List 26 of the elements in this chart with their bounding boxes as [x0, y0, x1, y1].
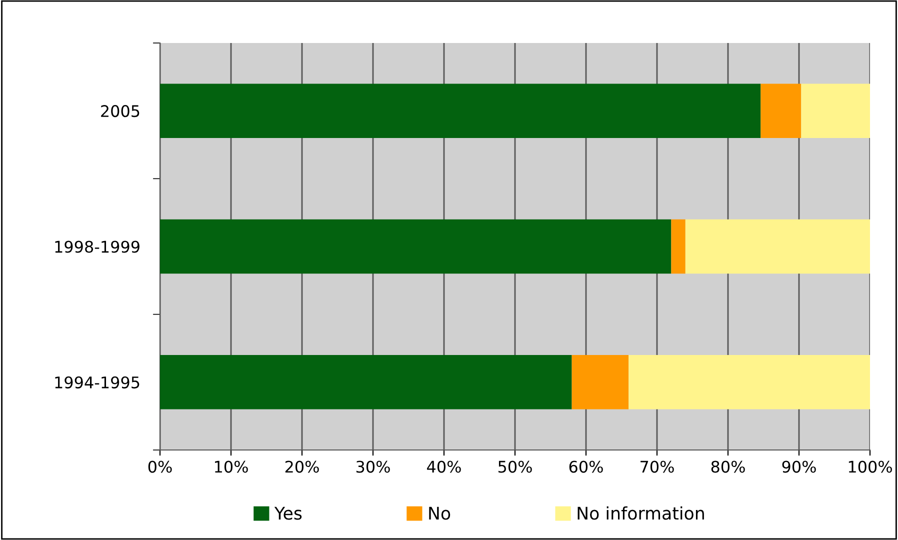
- bar: [628, 355, 870, 410]
- x-tick-label: 10%: [215, 460, 248, 473]
- bar: [685, 219, 870, 274]
- bar: [572, 355, 629, 410]
- x-tick-label: 20%: [285, 460, 319, 473]
- x-tick-label: 50%: [498, 460, 532, 473]
- legend-label: Yes: [274, 506, 302, 520]
- bar: [160, 355, 572, 410]
- x-tick-label: 80%: [711, 460, 745, 473]
- bar: [801, 84, 870, 138]
- x-tick-label: 30%: [356, 460, 390, 473]
- bar: [671, 219, 686, 274]
- y-tick-label: 1994-1995: [55, 376, 140, 388]
- x-tick-label: 70%: [640, 460, 674, 473]
- x-tick-label: 100%: [848, 460, 892, 473]
- bar: [760, 84, 802, 138]
- x-tick-label: 60%: [569, 460, 603, 473]
- legend-label: No information: [578, 506, 704, 520]
- x-tick-label: 0%: [148, 460, 172, 473]
- legend-label: No: [429, 506, 450, 520]
- bar: [160, 84, 761, 138]
- bar: [160, 219, 672, 274]
- y-tick-label: 1998-1999: [55, 240, 140, 253]
- x-tick-label: 40%: [427, 460, 461, 473]
- x-tick-label: 90%: [782, 460, 816, 473]
- y-tick-label: 2005: [101, 105, 140, 118]
